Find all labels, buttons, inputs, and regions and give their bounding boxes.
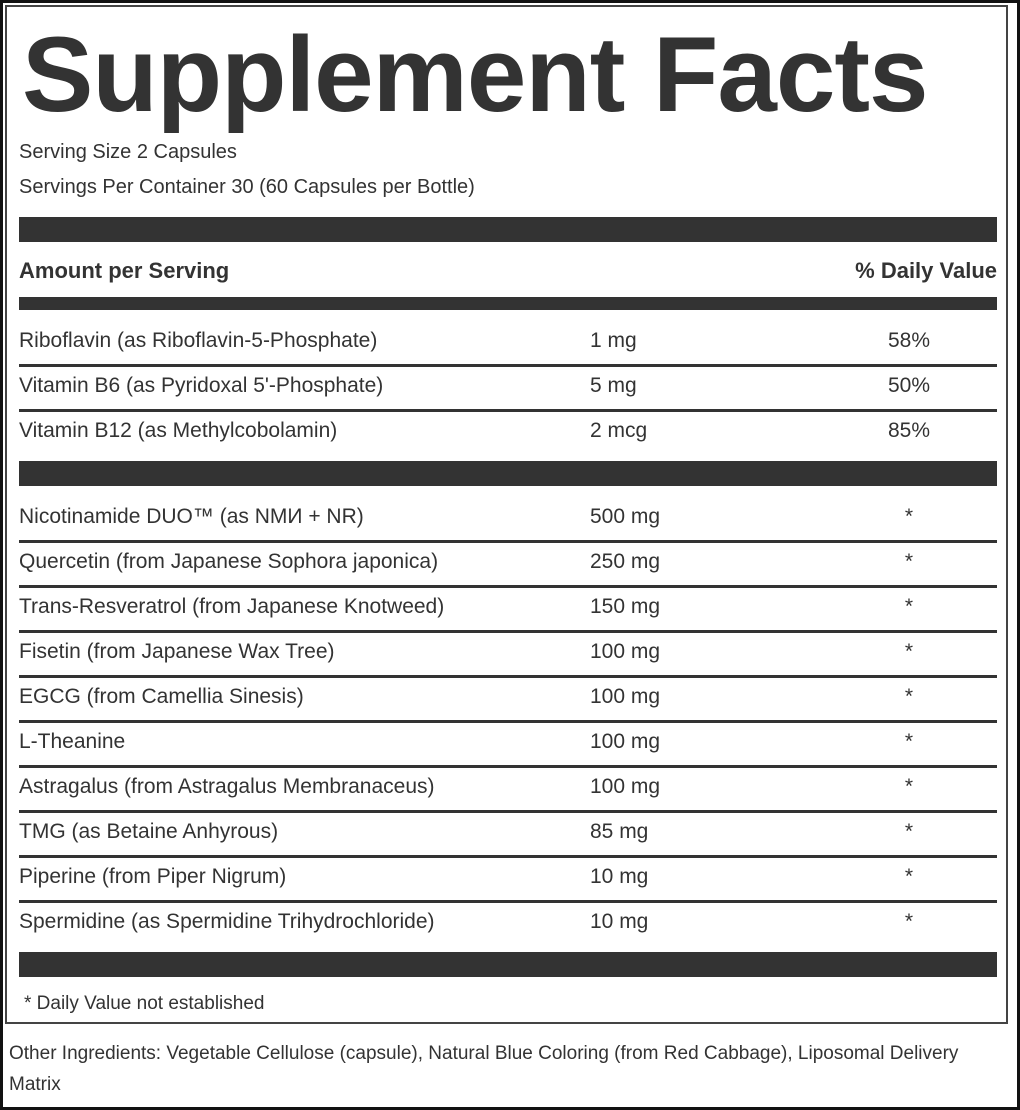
nutrient-name: Piperine (from Piper Nigrum) [19, 865, 287, 888]
nutrient-name: Spermidine (as Spermidine Trihydrochlori… [19, 910, 435, 933]
nutrient-daily-value: * [904, 640, 914, 663]
nutrient-name: Vitamin B12 (as Methylcobolamin) [19, 419, 338, 442]
nutrient-row: Quercetin (from Japanese Sophora japonic… [19, 541, 997, 588]
nutrient-daily-value: * [904, 910, 914, 933]
nutrient-daily-value: * [904, 685, 914, 708]
nutrient-amount: 10 mg [590, 910, 649, 933]
nutrient-amount: 10 mg [590, 865, 649, 888]
nutrient-amount: 250 mg [590, 550, 661, 573]
other-ingredients: Other Ingredients: Vegetable Cellulose (… [9, 1043, 959, 1095]
nutrient-row: Piperine (from Piper Nigrum) 10 mg * [19, 856, 997, 903]
serving-size: Serving Size 2 Capsules [19, 141, 237, 163]
nutrient-name: Riboflavin (as Riboflavin-5-Phosphate) [19, 329, 378, 352]
nutrient-name: Astragalus (from Astragalus Membranaceus… [19, 775, 435, 798]
nutrient-name: EGCG (from Camellia Sinesis) [19, 685, 304, 708]
nutrient-name: Quercetin (from Japanese Sophora japonic… [19, 550, 439, 573]
servings-per-container: Servings Per Container 30 (60 Capsules p… [19, 176, 475, 198]
nutrient-row: Vitamin B12 (as Methylcobolamin) 2 mcg 85% [19, 410, 997, 454]
nutrient-daily-value: * [904, 505, 914, 528]
nutrient-row: Spermidine (as Spermidine Trihydrochlori… [19, 901, 997, 945]
nutrient-daily-value: * [904, 550, 914, 573]
nutrient-daily-value: * [904, 595, 914, 618]
nutrient-name: TMG (as Betaine Anhyrous) [19, 820, 279, 843]
nutrient-row: Riboflavin (as Riboflavin-5-Phosphate) 1 … [19, 320, 997, 367]
nutrient-amount: 85 mg [590, 820, 649, 843]
nutrient-row: Astragalus (from Astragalus Membranaceus… [19, 766, 997, 813]
nutrient-name: L-Theanine [19, 730, 126, 753]
nutrient-row: Trans-Resveratrol (from Japanese Knotwee… [19, 586, 997, 633]
footnote: * Daily Value not established [24, 993, 265, 1014]
daily-value-header: % Daily Value [855, 258, 997, 283]
nutrient-daily-value: * [904, 820, 914, 843]
nutrient-daily-value: * [904, 775, 914, 798]
nutrient-name: Fisetin (from Japanese Wax Tree) [19, 640, 335, 663]
nutrient-name: Vitamin B6 (as Pyridoxal 5'-Phosphate) [19, 374, 384, 397]
nutrient-amount: 1 mg [590, 329, 637, 352]
nutrient-row: Vitamin B6 (as Pyridoxal 5'-Phosphate) 5 … [19, 365, 997, 412]
nutrient-amount: 5 mg [590, 374, 637, 397]
nutrient-daily-value: * [904, 865, 914, 888]
nutrient-daily-value: 85% [887, 419, 931, 442]
nutrient-amount: 100 mg [590, 685, 661, 708]
nutrient-amount: 150 mg [590, 595, 661, 618]
nutrient-amount: 500 mg [590, 505, 661, 528]
divider-thick [19, 217, 997, 242]
nutrient-row: L-Theanine 100 mg * [19, 721, 997, 768]
nutrient-amount: 100 mg [590, 640, 661, 663]
nutrient-name: Trans-Resveratrol (from Japanese Knotwee… [19, 595, 445, 618]
nutrient-name: Nicotinamide DUO™ (as NMИ + NR) [19, 505, 364, 528]
divider-medium [19, 297, 997, 310]
nutrient-row: Fisetin (from Japanese Wax Tree) 100 mg * [19, 631, 997, 678]
nutrient-amount: 100 mg [590, 775, 661, 798]
divider-thick [19, 461, 997, 486]
nutrient-daily-value: 50% [887, 374, 931, 397]
page-title: Supplement Facts [22, 14, 929, 134]
amount-header: Amount per Serving [19, 258, 230, 283]
nutrient-amount: 2 mcg [590, 419, 648, 442]
facts-panel [5, 5, 1008, 1024]
nutrient-daily-value: * [904, 730, 914, 753]
nutrient-daily-value: 58% [887, 329, 931, 352]
nutrient-row: EGCG (from Camellia Sinesis) 100 mg * [19, 676, 997, 723]
nutrient-row: TMG (as Betaine Anhyrous) 85 mg * [19, 811, 997, 858]
nutrient-row: Nicotinamide DUO™ (as NMИ + NR) 500 mg * [19, 496, 997, 543]
nutrient-amount: 100 mg [590, 730, 661, 753]
divider-thick [19, 952, 997, 977]
